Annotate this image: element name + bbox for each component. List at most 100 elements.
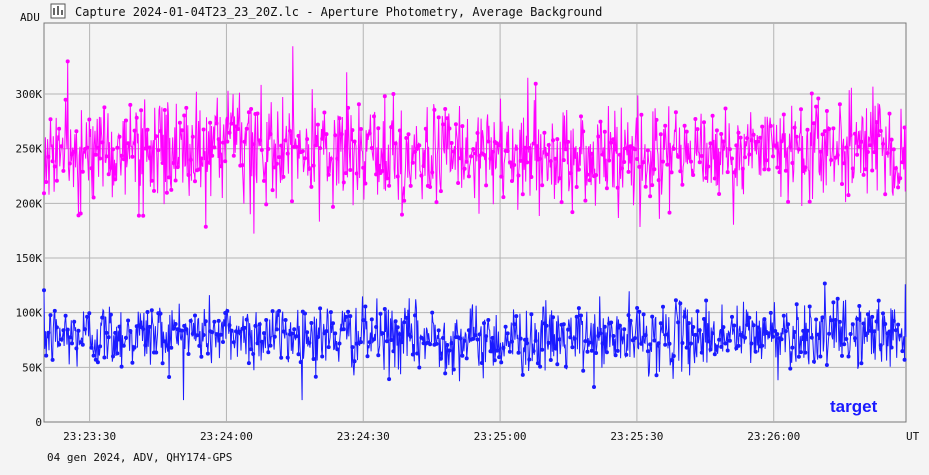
data-point <box>533 338 538 343</box>
data-point <box>538 156 543 161</box>
data-point <box>307 340 312 345</box>
data-point <box>221 340 225 344</box>
data-point <box>393 319 398 324</box>
data-point <box>492 358 497 363</box>
data-point <box>238 329 243 334</box>
data-point <box>686 155 691 160</box>
data-point <box>124 118 128 123</box>
data-point <box>473 333 478 338</box>
data-point <box>656 178 661 183</box>
data-point <box>365 354 370 359</box>
data-point <box>262 331 266 336</box>
data-point <box>244 317 249 322</box>
data-point <box>540 347 545 352</box>
data-point <box>190 134 195 139</box>
data-point <box>281 174 286 179</box>
data-point <box>283 318 288 322</box>
data-point <box>406 132 411 137</box>
data-point <box>799 107 803 112</box>
data-point <box>361 165 366 170</box>
data-point <box>824 363 829 367</box>
data-point <box>389 338 394 342</box>
data-point <box>520 372 525 377</box>
data-point <box>162 339 167 344</box>
data-point <box>503 324 508 329</box>
data-point <box>441 336 445 340</box>
data-point <box>46 330 51 335</box>
data-point <box>751 132 756 137</box>
data-point <box>717 192 722 196</box>
data-point <box>402 320 407 325</box>
data-point <box>402 198 407 203</box>
data-point <box>518 158 523 163</box>
data-point <box>333 331 338 336</box>
data-point <box>417 365 422 370</box>
lightcurve-app-icon[interactable] <box>50 3 66 19</box>
legend-target: target <box>830 397 878 416</box>
data-point <box>428 185 433 189</box>
data-point <box>251 352 256 356</box>
data-point <box>604 350 609 355</box>
data-point <box>190 331 195 336</box>
data-point <box>434 200 439 205</box>
data-point <box>203 224 208 229</box>
data-point <box>719 132 724 136</box>
data-point <box>80 342 85 347</box>
data-point <box>531 349 536 353</box>
data-point <box>484 183 489 188</box>
data-point <box>466 328 471 333</box>
data-point <box>510 179 514 183</box>
data-point <box>684 345 689 350</box>
data-point <box>600 152 605 157</box>
data-point <box>167 375 172 379</box>
data-point <box>287 128 292 133</box>
data-point <box>460 353 465 358</box>
data-point <box>803 165 808 170</box>
data-point <box>833 318 838 322</box>
data-point <box>667 210 672 215</box>
data-point <box>93 152 98 157</box>
data-point <box>745 322 750 327</box>
data-point <box>563 364 568 369</box>
data-point <box>523 145 527 150</box>
data-point <box>464 356 469 361</box>
data-point <box>842 342 847 347</box>
data-point <box>264 202 269 207</box>
data-point <box>52 164 57 169</box>
data-point <box>620 166 624 171</box>
data-point <box>378 311 383 316</box>
data-point <box>322 110 327 115</box>
data-point <box>702 317 706 321</box>
data-point <box>747 152 752 157</box>
data-point <box>499 174 504 179</box>
data-point <box>891 318 896 323</box>
data-point <box>816 332 821 337</box>
data-point <box>57 342 62 347</box>
data-point <box>553 156 558 161</box>
data-point <box>344 314 348 319</box>
data-point <box>615 348 620 353</box>
data-point <box>70 341 74 346</box>
data-point <box>779 139 784 144</box>
data-point <box>415 351 420 356</box>
data-point <box>147 145 152 150</box>
data-point <box>831 126 836 131</box>
data-point <box>617 323 622 328</box>
data-point <box>249 107 254 111</box>
x-tick-label: 23:24:00 <box>200 430 253 443</box>
data-point <box>540 183 545 188</box>
data-point <box>257 322 262 327</box>
data-point <box>50 357 55 362</box>
data-point <box>132 345 137 350</box>
data-point <box>680 341 685 345</box>
data-point <box>391 349 396 354</box>
data-point <box>773 329 778 333</box>
data-point <box>152 188 156 193</box>
data-point <box>898 333 903 338</box>
data-point <box>846 354 851 359</box>
data-point <box>669 358 674 363</box>
data-point <box>65 327 70 332</box>
data-point <box>126 141 131 146</box>
data-point <box>665 332 670 337</box>
data-point <box>553 346 558 351</box>
